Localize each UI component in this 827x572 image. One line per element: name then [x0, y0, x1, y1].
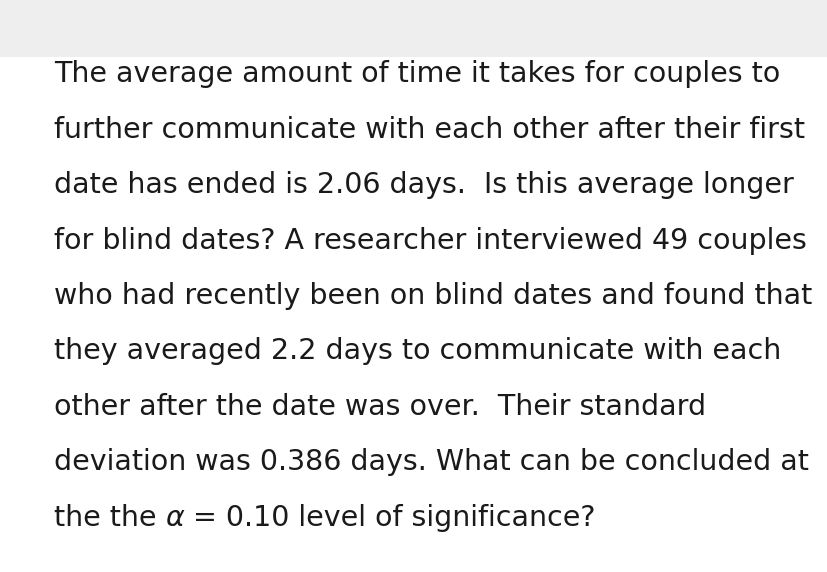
Text: further communicate with each other after their first: further communicate with each other afte… — [54, 116, 804, 144]
Text: date has ended is 2.06 days.  Is this average longer: date has ended is 2.06 days. Is this ave… — [54, 171, 793, 199]
Text: deviation was 0.386 days. What can be concluded at: deviation was 0.386 days. What can be co… — [54, 448, 808, 476]
Text: for blind dates? A researcher interviewed 49 couples: for blind dates? A researcher interviewe… — [54, 227, 805, 255]
Text: = 0.10 level of significance?: = 0.10 level of significance? — [184, 504, 595, 532]
Bar — [0, 0, 827, 57]
Text: who had recently been on blind dates and found that: who had recently been on blind dates and… — [54, 282, 811, 310]
Text: α: α — [165, 504, 184, 532]
Text: The average amount of time it takes for couples to: The average amount of time it takes for … — [54, 60, 779, 88]
Text: they averaged 2.2 days to communicate with each: they averaged 2.2 days to communicate wi… — [54, 337, 780, 366]
Text: other after the date was over.  Their standard: other after the date was over. Their sta… — [54, 393, 705, 421]
Text: the the: the the — [54, 504, 165, 532]
